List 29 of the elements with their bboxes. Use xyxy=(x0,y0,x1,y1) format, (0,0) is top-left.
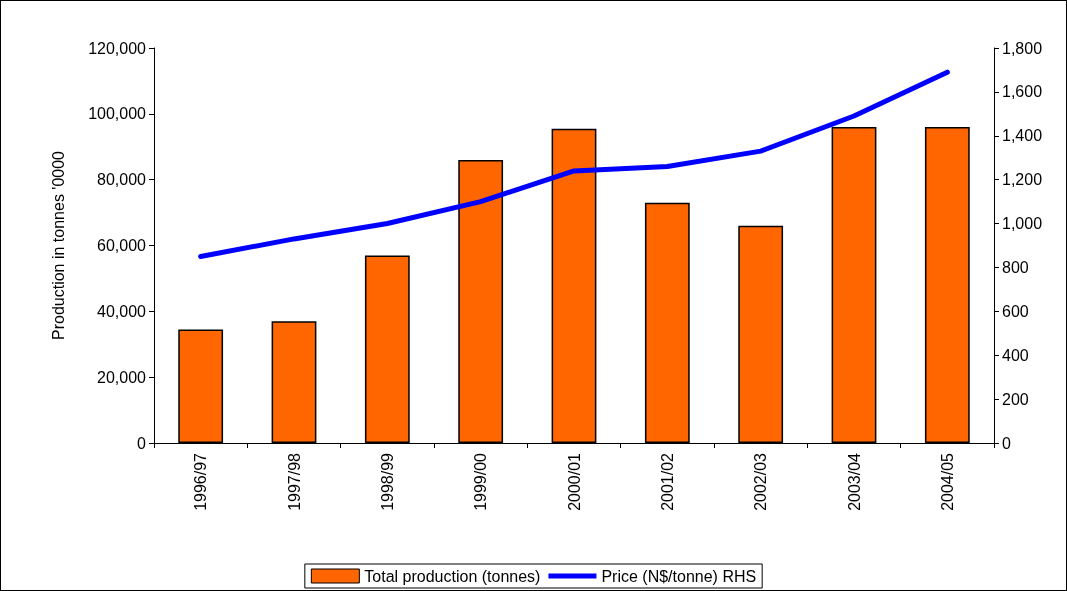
y-tick-label: 0 xyxy=(137,434,147,452)
x-tick-label: 2000/01 xyxy=(565,452,583,511)
y-tick-label: 60,000 xyxy=(97,237,147,254)
y2-tick-label: 1,800 xyxy=(1002,39,1043,57)
y-tick-label: 20,000 xyxy=(97,368,147,386)
y2-tick-label: 1,600 xyxy=(1002,83,1043,101)
y-tick-label: 120,000 xyxy=(88,39,147,57)
y2-tick-label: 1,200 xyxy=(1002,171,1043,189)
y-axis-title: Production in tonnes '0000 xyxy=(49,150,67,340)
x-tick-label: 1997/98 xyxy=(285,452,303,511)
y-tick-label: 40,000 xyxy=(97,302,147,320)
x-tick-label: 2002/03 xyxy=(752,452,770,511)
y2-tick-label: 800 xyxy=(1002,258,1029,276)
y2-tick-label: 1,400 xyxy=(1002,127,1043,145)
y2-tick-label: 600 xyxy=(1002,302,1029,320)
y-tick-label: 80,000 xyxy=(97,171,147,189)
x-tick-label: 1998/99 xyxy=(378,452,396,511)
y2-tick-label: 1,000 xyxy=(1002,215,1043,233)
x-tick-label: 2004/05 xyxy=(938,452,956,511)
y2-tick-label: 200 xyxy=(1002,390,1029,408)
y-tick-label: 100,000 xyxy=(88,105,147,123)
x-tick-label: 1999/00 xyxy=(472,452,490,511)
x-tick-label: 2001/02 xyxy=(658,452,676,511)
legend-label: Price (N$/tonne) RHS xyxy=(601,567,757,585)
y2-tick-label: 400 xyxy=(1002,346,1029,364)
x-tick-label: 1996/97 xyxy=(192,452,210,511)
x-tick-label: 2003/04 xyxy=(845,452,863,511)
y2-tick-label: 0 xyxy=(1002,434,1011,452)
legend-label: Total production (tonnes) xyxy=(364,567,541,585)
